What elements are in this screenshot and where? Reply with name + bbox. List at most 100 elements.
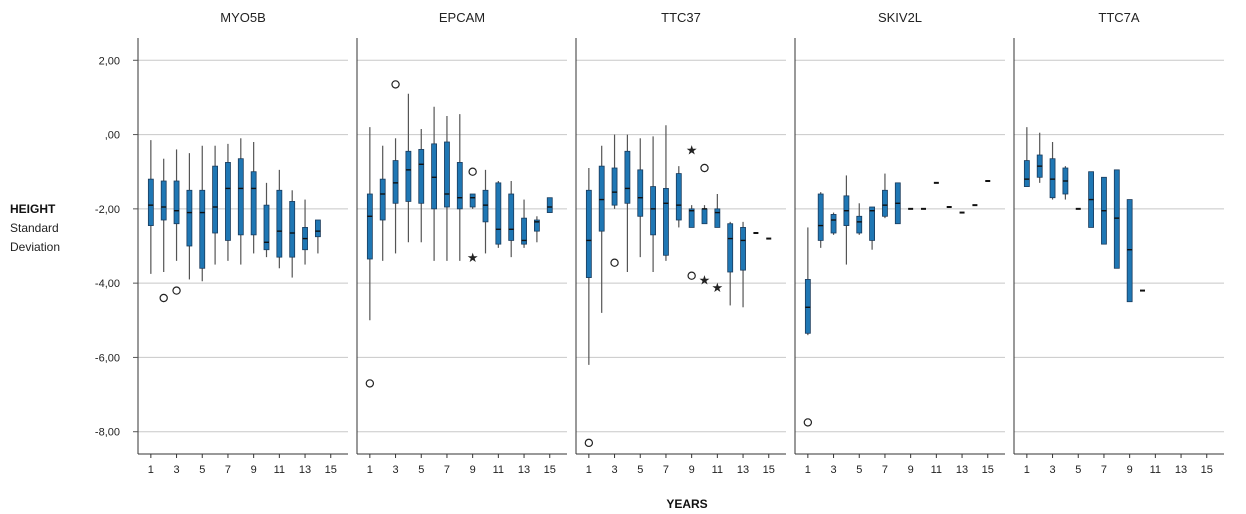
box-body — [495, 182, 502, 245]
x-tick-label: 7 — [225, 464, 231, 476]
box-body — [186, 189, 193, 247]
x-tick-label: 11 — [712, 464, 723, 476]
box-body — [392, 160, 399, 204]
box-8 — [237, 138, 244, 265]
x-tick-label: 11 — [493, 464, 504, 476]
box-6 — [212, 145, 219, 265]
x-tick-label: 1 — [1024, 464, 1030, 476]
panel-title: TTC37 — [661, 10, 701, 25]
panel-title: EPCAM — [439, 10, 485, 25]
box-body — [830, 214, 837, 234]
box-13 — [740, 221, 746, 308]
x-tick-label: 15 — [544, 464, 556, 476]
y-axis-label-bold: HEIGHT — [10, 202, 56, 216]
box-8 — [675, 166, 682, 228]
box-body — [637, 169, 644, 217]
box-2 — [379, 145, 386, 261]
x-tick-label: 13 — [518, 464, 530, 476]
x-tick-label: 11 — [1150, 464, 1161, 476]
box-3 — [830, 212, 837, 235]
outlier-circle — [468, 167, 477, 176]
y-tick-label: ,00 — [105, 130, 120, 142]
x-tick-label: 1 — [805, 464, 811, 476]
box-body — [740, 227, 746, 271]
x-tick-label: 13 — [737, 464, 749, 476]
outlier-circle — [365, 379, 375, 388]
x-tick-label: 5 — [418, 464, 424, 476]
x-tick-label: 13 — [956, 464, 968, 476]
box-body — [418, 149, 425, 204]
box-11 — [495, 181, 502, 248]
box-body — [650, 186, 656, 236]
x-tick-label: 5 — [1075, 464, 1081, 476]
box-15 — [546, 197, 553, 213]
x-tick-label: 7 — [1101, 464, 1107, 476]
y-tick-label: -8,00 — [95, 427, 120, 439]
x-tick-label: 13 — [1175, 464, 1187, 476]
outlier-star: ★ — [712, 280, 724, 295]
box-5 — [199, 145, 206, 282]
box-1 — [585, 168, 592, 365]
box-body — [160, 180, 167, 221]
x-tick-label: 11 — [274, 464, 285, 476]
box-7 — [882, 173, 888, 219]
y-tick-label: -2,00 — [95, 204, 120, 216]
box-2 — [1036, 132, 1043, 183]
box-body — [173, 180, 180, 225]
box-4 — [1062, 166, 1069, 200]
box-10 — [701, 205, 708, 225]
y-tick-label: -4,00 — [95, 278, 120, 290]
box-body — [379, 178, 386, 221]
box-5 — [418, 129, 425, 243]
box-body — [598, 165, 605, 232]
box-body — [225, 162, 231, 241]
box-body — [431, 143, 438, 210]
outlier-circle — [700, 163, 709, 173]
x-tick-label: 7 — [444, 464, 450, 476]
x-tick-label: 7 — [882, 464, 888, 476]
panel-title: TTC7A — [1098, 10, 1140, 25]
y-tick-label: -6,00 — [95, 352, 120, 364]
outlier-circle — [172, 286, 181, 295]
box-body — [727, 223, 734, 273]
box-9 — [1126, 199, 1133, 303]
axis-labels: HEIGHT Standard Deviation YEARS — [10, 202, 708, 511]
box-8 — [456, 114, 463, 261]
x-tick-label: 9 — [470, 464, 476, 476]
box-3 — [173, 149, 180, 261]
outlier-star: ★ — [467, 250, 479, 265]
box-body — [469, 193, 476, 208]
box-body — [663, 188, 669, 256]
box-body — [804, 279, 811, 334]
outlier-circle — [610, 258, 619, 267]
box-body — [1113, 169, 1120, 269]
x-tick-label: 13 — [299, 464, 311, 476]
box-5 — [637, 138, 644, 258]
box-13 — [521, 199, 527, 248]
x-tick-label: 3 — [173, 464, 179, 476]
box-6 — [650, 136, 656, 272]
box-11 — [714, 194, 721, 228]
box-body — [456, 162, 463, 210]
box-body — [856, 215, 863, 234]
panel-title: SKIV2L — [878, 10, 922, 25]
box-body — [147, 178, 154, 226]
box-8 — [1113, 169, 1120, 269]
box-body — [366, 193, 373, 260]
x-tick-label: 5 — [637, 464, 643, 476]
box-body — [611, 167, 618, 206]
outlier-circle — [391, 80, 400, 89]
x-tick-label: 9 — [689, 464, 695, 476]
outlier-star: ★ — [686, 142, 698, 157]
x-tick-label: 15 — [763, 464, 775, 476]
box-body — [212, 165, 219, 234]
box-4 — [624, 134, 631, 272]
x-axis-label: YEARS — [666, 497, 707, 511]
box-body — [869, 206, 875, 241]
box-body — [546, 197, 553, 213]
